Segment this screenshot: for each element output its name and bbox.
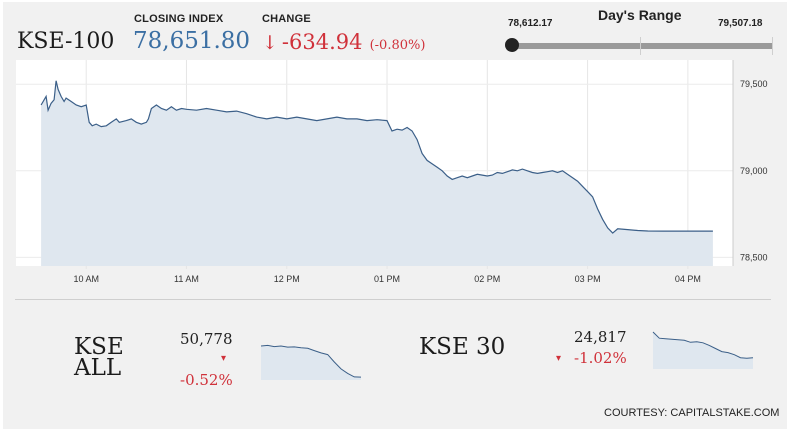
sparkline-area (653, 332, 753, 369)
change-percent: (-0.80%) (369, 38, 426, 53)
y-tick-label: 78,500 (740, 252, 768, 262)
sparkline-area (261, 345, 361, 380)
down-arrow-icon: ▾ (221, 353, 227, 364)
range-high: 79,507.18 (718, 18, 763, 29)
x-tick-label: 12 PM (274, 274, 300, 284)
mini-change-2: -1.02% (574, 349, 627, 367)
down-arrow-icon: ↓ (262, 32, 278, 54)
range-tick-mid (640, 37, 641, 55)
y-tick-label: 79,000 (740, 166, 768, 176)
change-label: CHANGE (262, 13, 311, 25)
index-name: KSE-100 (17, 29, 115, 54)
sparkline-line (652, 331, 754, 359)
intraday-chart: 10 AM 11 AM 12 PM 01 PM 02 PM 03 PM 04 PM 79,50… (16, 60, 768, 284)
y-tick-label: 79,500 (740, 79, 768, 89)
courtesy-link[interactable]: COURTESY: CAPITALSTAKE.COM (604, 407, 780, 419)
days-range-title: Day's Range (598, 7, 682, 23)
x-tick-label: 11 AM (174, 274, 199, 284)
series-line (40, 80, 713, 234)
mini-sparkline-2 (652, 331, 754, 369)
x-tick-label: 02 PM (474, 274, 500, 284)
down-arrow-icon: ▾ (556, 353, 562, 364)
range-track (512, 43, 773, 49)
mini-value-1: 50,778 (180, 330, 233, 348)
change-value: -634.94 (281, 30, 363, 54)
range-tick-end (772, 37, 773, 55)
range-low: 78,612.17 (508, 18, 553, 29)
mini-change-1: -0.52% (180, 371, 233, 389)
mini-sparkline-1 (260, 344, 362, 380)
closing-index-value: 78,651.80 (133, 28, 251, 54)
range-slider-knob[interactable] (505, 38, 519, 52)
sparkline-line (260, 344, 362, 378)
closing-index-label: CLOSING INDEX (134, 13, 224, 25)
series-area (41, 80, 713, 266)
x-tick-label: 01 PM (374, 274, 400, 284)
mini-index-name-2: KSE 30 (419, 334, 506, 360)
x-tick-label: 04 PM (675, 274, 701, 284)
mini-value-2: 24,817 (574, 328, 627, 346)
kse-all-name: KSE ALL (74, 334, 124, 381)
change-row: ↓ -634.94 (-0.80%) (262, 30, 425, 54)
x-tick-label: 03 PM (575, 274, 601, 284)
mini-index-name-1: KSE ALL (74, 334, 154, 381)
x-tick-label: 10 AM (73, 274, 99, 284)
chart-divider (15, 299, 771, 300)
